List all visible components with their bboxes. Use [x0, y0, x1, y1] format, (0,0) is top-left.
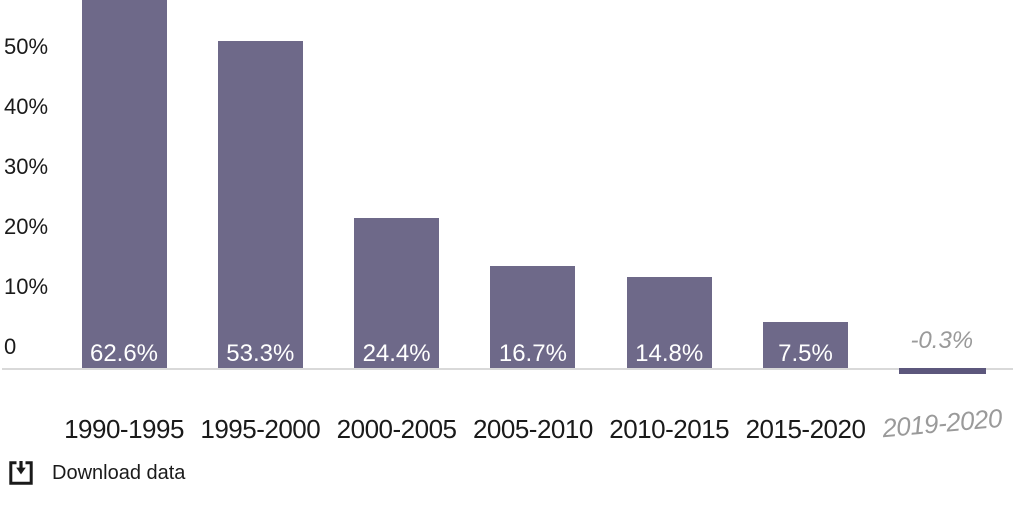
x-axis-label: 1990-1995	[64, 414, 184, 444]
bar-value-label: 53.3%	[226, 340, 295, 367]
x-axis-baseline	[2, 368, 1013, 370]
x-axis-label: 2019-2020	[880, 402, 1003, 444]
bar	[81, 0, 167, 368]
bar-value-label: 24.4%	[362, 340, 431, 367]
bar	[626, 277, 712, 368]
download-data-link[interactable]: Download data	[7, 459, 185, 487]
bar-value-label: 62.6%	[89, 340, 159, 367]
download-link-label: Download data	[52, 462, 186, 484]
x-axis-label: 2005-2010	[472, 414, 593, 444]
bar-value-label: 14.8%	[635, 340, 704, 367]
bar	[763, 322, 848, 368]
download-icon[interactable]	[7, 459, 35, 487]
bar	[354, 218, 440, 368]
y-axis-label: 10%	[4, 274, 49, 299]
bar-value-label: 16.7%	[498, 340, 567, 367]
x-axis-label: 1995-2000	[200, 414, 321, 444]
bar	[490, 265, 576, 368]
y-axis-label: 30%	[4, 154, 49, 179]
x-axis-label: 2010-2015	[609, 414, 730, 444]
y-axis-label: 50%	[4, 34, 49, 59]
x-axis-label: 2000-2005	[336, 414, 457, 444]
y-axis-label: 0	[4, 334, 17, 359]
bar	[899, 368, 987, 374]
bar	[217, 41, 303, 368]
y-axis-label: 20%	[4, 214, 49, 239]
x-axis-label: 2015-2020	[745, 414, 866, 444]
bar-value-label: 7.5%	[778, 340, 833, 367]
y-axis-label: 40%	[4, 94, 49, 119]
bar-value-label: -0.3%	[910, 327, 974, 354]
